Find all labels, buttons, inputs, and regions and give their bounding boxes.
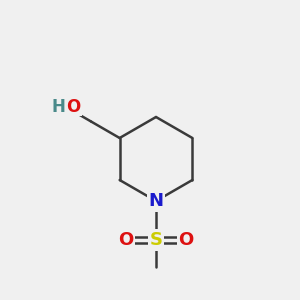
Text: H: H (51, 98, 65, 116)
Text: S: S (149, 231, 163, 249)
Text: O: O (178, 231, 194, 249)
Text: N: N (148, 192, 164, 210)
Text: O: O (67, 98, 81, 116)
Text: O: O (118, 231, 134, 249)
